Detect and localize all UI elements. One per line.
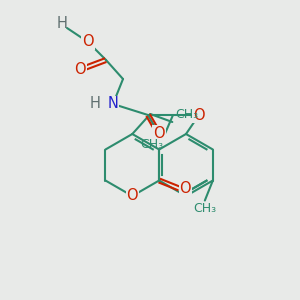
Text: CH₃: CH₃ (193, 202, 216, 215)
Text: CH₃: CH₃ (140, 137, 164, 151)
Text: N: N (108, 97, 118, 112)
Text: O: O (82, 34, 94, 50)
Text: H: H (90, 97, 101, 112)
Text: O: O (179, 181, 191, 196)
Text: O: O (153, 125, 165, 140)
Text: O: O (193, 107, 205, 122)
Text: CH₃: CH₃ (175, 107, 198, 121)
Text: O: O (74, 61, 86, 76)
Text: O: O (127, 188, 138, 203)
Text: H: H (57, 16, 68, 31)
